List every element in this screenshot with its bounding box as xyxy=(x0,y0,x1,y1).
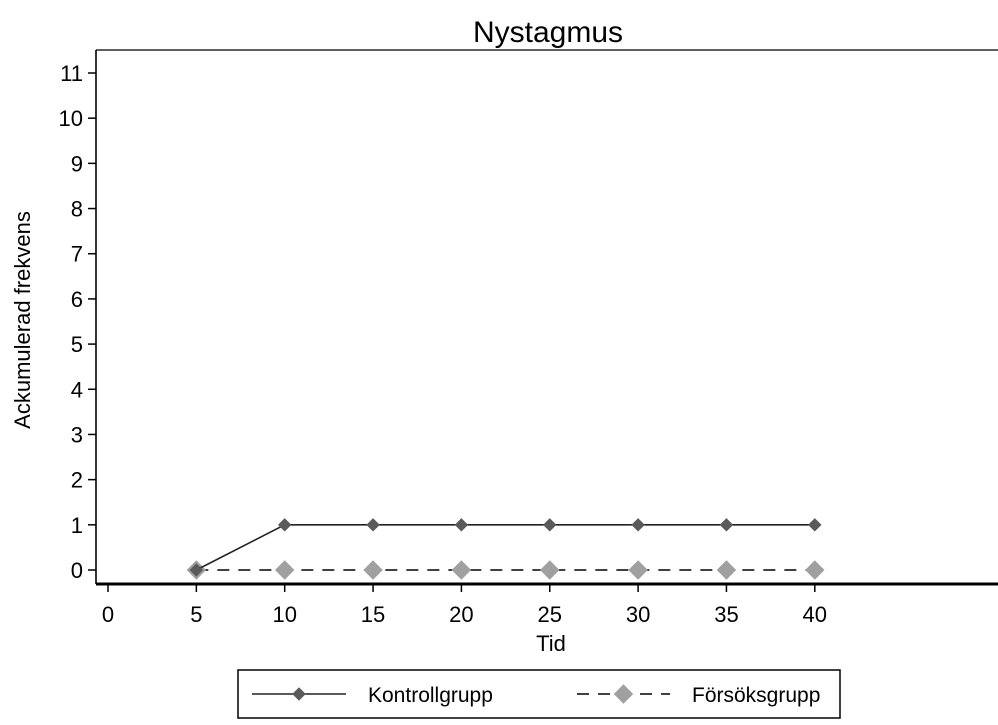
legend-swatch-marker xyxy=(613,684,634,704)
x-tick-label: 0 xyxy=(102,602,114,627)
x-tick-label: 25 xyxy=(538,602,562,627)
legend-swatch-marker xyxy=(292,687,306,701)
y-tick-label: 7 xyxy=(71,242,83,267)
series-1 xyxy=(186,560,825,580)
y-tick-label: 10 xyxy=(59,106,83,131)
data-point xyxy=(543,518,557,532)
data-point xyxy=(631,518,645,532)
x-tick-label: 35 xyxy=(714,602,738,627)
x-axis-title: Tid xyxy=(536,631,566,656)
y-tick-label: 8 xyxy=(71,197,83,222)
data-point xyxy=(454,518,469,532)
legend: Kontrollgrupp Försöksgrupp xyxy=(237,669,841,719)
data-point xyxy=(366,518,380,532)
data-point xyxy=(540,560,560,580)
x-tick-label: 40 xyxy=(803,602,827,627)
x-tick-label: 10 xyxy=(272,602,296,627)
y-tick-label: 4 xyxy=(71,377,83,402)
y-axis-title: Ackumulerad frekvens xyxy=(10,211,35,429)
legend-label: Försöksgrupp xyxy=(692,684,820,707)
x-tick-label: 15 xyxy=(361,602,385,627)
x-tick-label: 5 xyxy=(190,602,202,627)
data-point xyxy=(719,518,734,532)
data-point xyxy=(808,518,822,532)
data-point xyxy=(628,560,648,580)
data-point xyxy=(451,560,472,580)
y-tick-label: 2 xyxy=(71,468,83,493)
legend-label: Kontrollgrupp xyxy=(368,684,493,707)
y-tick-label: 5 xyxy=(71,332,83,357)
data-point xyxy=(274,560,295,580)
series-0 xyxy=(189,518,822,577)
data-point xyxy=(189,563,204,577)
data-point xyxy=(277,518,292,532)
y-tick-label: 11 xyxy=(60,61,83,86)
data-point xyxy=(363,560,383,580)
x-tick-label: 30 xyxy=(626,602,650,627)
y-tick-label: 6 xyxy=(71,287,83,312)
chart-title: Nystagmus xyxy=(473,16,623,49)
y-tick-label: 9 xyxy=(71,151,83,176)
data-point xyxy=(716,560,737,580)
series-layer xyxy=(186,518,825,580)
series-line xyxy=(195,524,815,571)
y-tick-label: 0 xyxy=(71,558,83,583)
data-point xyxy=(805,560,825,580)
x-tick-label: 20 xyxy=(449,602,473,627)
y-tick-label: 1 xyxy=(71,513,83,538)
axes: 0 1 2 3 4 5 6 7 8 9 10 11 0 5 10 15 20 25 30 35 40 xyxy=(59,49,998,627)
y-tick-label: 3 xyxy=(71,422,83,447)
